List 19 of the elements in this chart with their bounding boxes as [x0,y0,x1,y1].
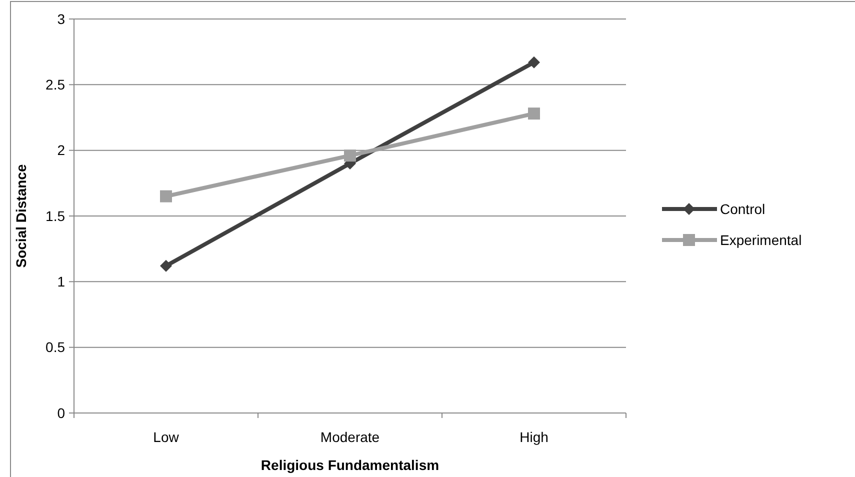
y-tick-label: 3 [57,10,66,27]
legend-label: Experimental [720,232,802,248]
y-tick-label: 0 [57,404,66,421]
point [160,190,172,202]
x-tick-label: Low [153,429,180,445]
legend-label: Control [720,200,766,217]
point [160,260,172,272]
y-tick-label: 2 [57,142,66,158]
point [528,108,540,120]
y-axis-title: Social Distance [13,164,29,268]
y-tick-label: 1 [57,274,66,290]
point [528,56,540,68]
y-tick-label: 1.5 [46,208,66,224]
x-tick-label: Moderate [320,429,380,445]
y-tick-label: 2.5 [46,76,66,93]
x-axis-title: Religious Fundamentalism [260,457,440,473]
x-tick-label: High [520,429,548,445]
y-tick-label: 0.5 [46,339,66,356]
point [344,150,356,162]
